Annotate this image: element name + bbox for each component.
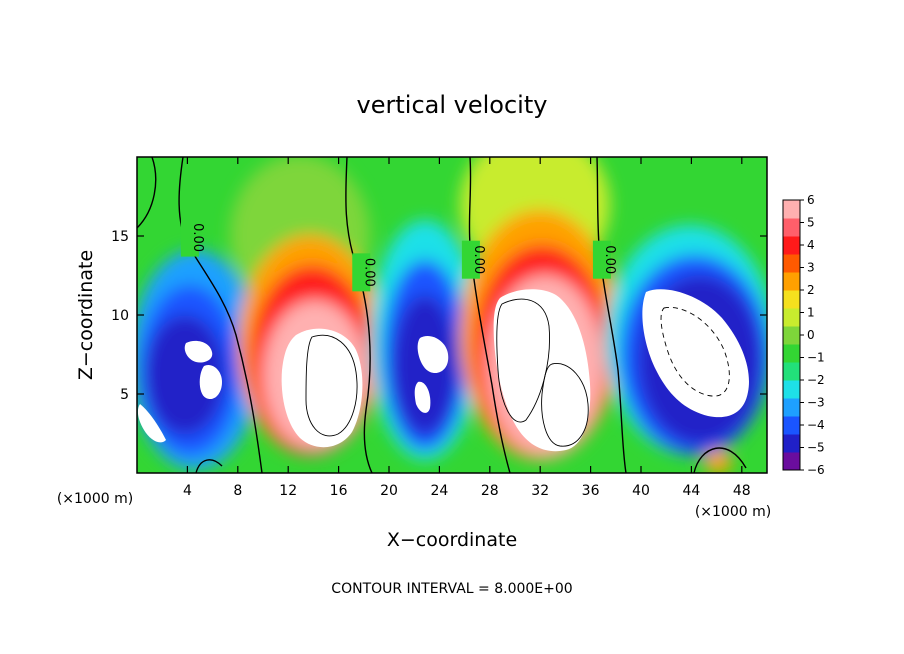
contour-label-gap — [180, 218, 199, 257]
colorbar-swatch — [783, 254, 800, 273]
x-axis-title: X−coordinate — [387, 529, 517, 551]
x-axis: 4 8 12 16 20 24 28 32 36 40 44 48 — [183, 157, 751, 499]
contour-label-gap — [352, 253, 371, 292]
plot-area: 0.00 0.00 0.00 0.00 — [136, 156, 768, 474]
zero-contour-a — [137, 157, 157, 229]
colorbar-tick-label: −2 — [807, 373, 825, 387]
x-tick-label: 44 — [682, 483, 700, 499]
x-unit-label-left: (×1000 m) — [57, 491, 133, 507]
x-tick-label: 20 — [380, 483, 398, 499]
x-tick-label: 36 — [582, 483, 600, 499]
colorbar-swatch — [783, 416, 800, 435]
contour-label: 0.00 — [361, 258, 376, 287]
colorbar-tick-label: 4 — [807, 238, 815, 252]
colorbar-tick-label: −4 — [807, 418, 825, 432]
zero-contour-b — [178, 157, 263, 473]
colorbar-swatch — [783, 218, 800, 237]
field-small-updraft — [704, 450, 732, 473]
zero-contour-d — [468, 157, 511, 473]
colorbar-tick-label: −5 — [807, 441, 825, 455]
x-tick-label: 28 — [481, 483, 499, 499]
x-tick-label: 48 — [733, 483, 751, 499]
colorbar-swatch — [783, 380, 800, 399]
x-tick-label: 40 — [632, 483, 650, 499]
colorbar-swatch — [783, 236, 800, 255]
colorbar-tick-label: 0 — [807, 328, 815, 342]
core-downdraft-2a — [417, 335, 449, 374]
colorbar-swatch — [783, 344, 800, 363]
y-axis-title: Z−coordinate — [75, 250, 97, 380]
colorbar-swatch — [783, 326, 800, 345]
contour-label-gap — [461, 240, 480, 279]
chart-title: vertical velocity — [357, 91, 548, 119]
contour-labels: 0.00 0.00 0.00 0.00 — [180, 218, 617, 292]
y-tick-label: 5 — [120, 387, 129, 403]
core-downdraft-1c — [137, 404, 166, 443]
core-downdraft-2b — [414, 381, 431, 413]
colorbar-tick-label: −6 — [807, 463, 825, 477]
x-tick-label: 32 — [531, 483, 549, 499]
contour-label: 0.00 — [190, 223, 205, 252]
colorbar-tick-label: 3 — [807, 261, 815, 275]
colorbar-swatch — [783, 308, 800, 327]
core-downdraft-3 — [642, 289, 749, 418]
zero-contour-f — [195, 459, 223, 473]
x-tick-label: 8 — [233, 483, 242, 499]
contour-interval-note: CONTOUR INTERVAL = 8.000E+00 — [331, 581, 572, 597]
colorbar-swatch — [783, 398, 800, 417]
core-downdraft-1a — [184, 340, 213, 363]
y-axis: 5 10 15 — [111, 229, 767, 403]
x-tick-label: 16 — [330, 483, 348, 499]
colorbar-tick-label: −3 — [807, 396, 825, 410]
colorbar-tick-label: 1 — [807, 306, 815, 320]
contours-thin — [305, 298, 730, 447]
colorbar-tick-label: 2 — [807, 283, 815, 297]
contour-label: 0.00 — [602, 245, 617, 274]
y-tick-label: 10 — [111, 308, 129, 324]
y-tick-label: 15 — [111, 229, 129, 245]
colorbar-tick-label: −1 — [807, 351, 825, 365]
colorbar-swatch — [783, 434, 800, 453]
colorbar-tick-label: 5 — [807, 216, 815, 230]
colorbar-swatch — [783, 452, 800, 471]
x-tick-label: 12 — [279, 483, 297, 499]
x-tick-label: 4 — [183, 483, 192, 499]
contour-8-updraft-1 — [305, 335, 358, 437]
velocity-field — [137, 157, 767, 473]
contour-label-gap — [592, 240, 611, 279]
contour-8-updraft-2a — [496, 298, 550, 423]
colorbar-tick-label: 6 — [807, 193, 815, 207]
core-downdraft-1b — [199, 364, 222, 400]
zero-contour-e — [596, 157, 627, 473]
zero-contour-c — [345, 157, 373, 473]
saturated-cores — [137, 289, 749, 452]
core-updraft-1 — [281, 328, 363, 448]
contours — [137, 157, 747, 473]
zero-contour-g — [693, 447, 747, 473]
colorbar-swatch — [783, 290, 800, 309]
contour-8-updraft-2b — [541, 363, 589, 447]
colorbar-swatch — [783, 362, 800, 381]
contour-neg8-downdraft-3 — [660, 306, 730, 397]
colorbar-swatch — [783, 272, 800, 291]
x-tick-label: 24 — [430, 483, 448, 499]
x-unit-label-right: (×1000 m) — [695, 504, 771, 520]
core-updraft-2 — [493, 289, 591, 452]
contour-label: 0.00 — [471, 245, 486, 274]
colorbar-swatch — [783, 200, 800, 219]
colorbar: 6 5 4 3 2 1 0 −1 −2 −3 −4 −5 −6 — [782, 193, 825, 477]
